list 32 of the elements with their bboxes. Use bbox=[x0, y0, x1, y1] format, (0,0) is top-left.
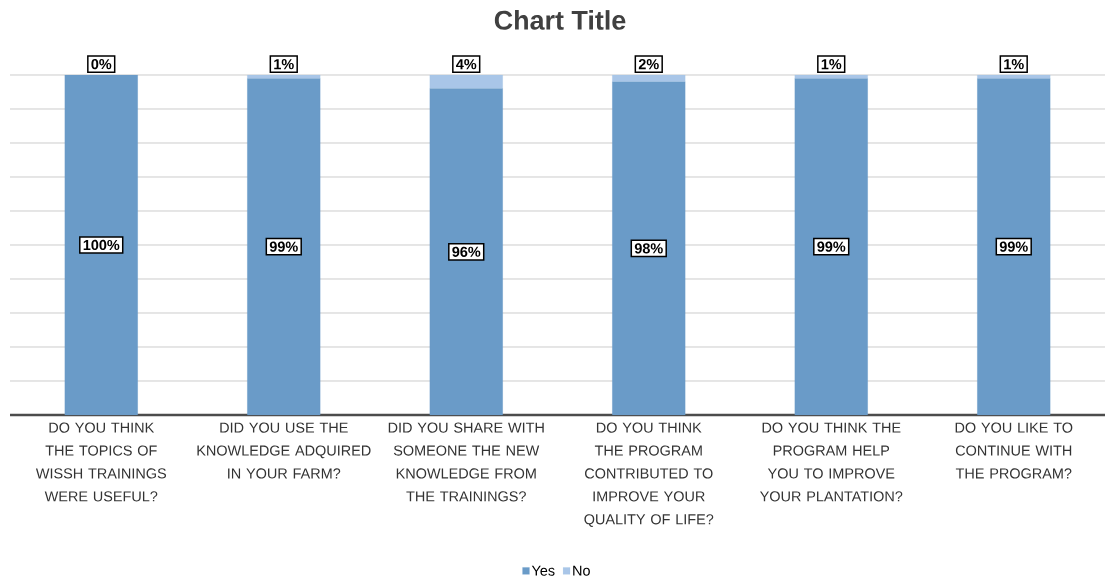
data-label: 2% bbox=[638, 59, 659, 70]
bar bbox=[794, 74, 868, 79]
data-label: 4% bbox=[456, 59, 477, 70]
bar bbox=[977, 74, 1051, 79]
bar bbox=[429, 88, 503, 416]
bar bbox=[247, 74, 321, 79]
legend-label: Yes bbox=[531, 565, 555, 576]
bar bbox=[794, 78, 868, 416]
data-label: 99% bbox=[269, 241, 298, 252]
chart-title: Chart Title bbox=[494, 10, 626, 30]
bar bbox=[612, 81, 686, 416]
data-label: 1% bbox=[821, 59, 842, 70]
bar bbox=[429, 74, 503, 89]
bar bbox=[64, 74, 138, 416]
x-tick-label: DO YOU THINK THE PROGRAM CONTRIBUTED TO IMPROVE YOUR QUALITY OF LIFE? bbox=[584, 422, 714, 527]
bar bbox=[247, 78, 321, 416]
data-label: 99% bbox=[817, 241, 846, 252]
data-label: 99% bbox=[999, 241, 1028, 252]
x-tick-label: DID YOU USE THE KNOWLEDGE ADQUIRED IN YOUR FARM? bbox=[197, 422, 371, 479]
data-label: 0% bbox=[91, 59, 112, 70]
x-tick-label: DO YOU THINK THE TOPICS OF WISSH TRAININGS WERE USEFUL? bbox=[35, 422, 167, 502]
x-tick-label: DO YOU THINK THE PROGRAM HELP YOU TO IMPROVE YOUR PLANTATION? bbox=[759, 422, 903, 502]
data-label: 1% bbox=[274, 59, 294, 70]
bar bbox=[612, 74, 686, 82]
data-label: 96% bbox=[452, 246, 481, 257]
data-label: 1% bbox=[1004, 59, 1024, 70]
bar bbox=[977, 78, 1051, 416]
x-tick-label: DID YOU SHARE WITH SOMEONE THE NEW KNOWLEDGE FROM THE TRAININGS? bbox=[388, 422, 544, 502]
data-label: 98% bbox=[634, 243, 663, 254]
x-tick-label: DO YOU LIKE TO CONTINUE WITH THE PROGRAM? bbox=[955, 422, 1073, 479]
legend-label: No bbox=[573, 565, 590, 576]
data-label: 100% bbox=[83, 239, 120, 251]
